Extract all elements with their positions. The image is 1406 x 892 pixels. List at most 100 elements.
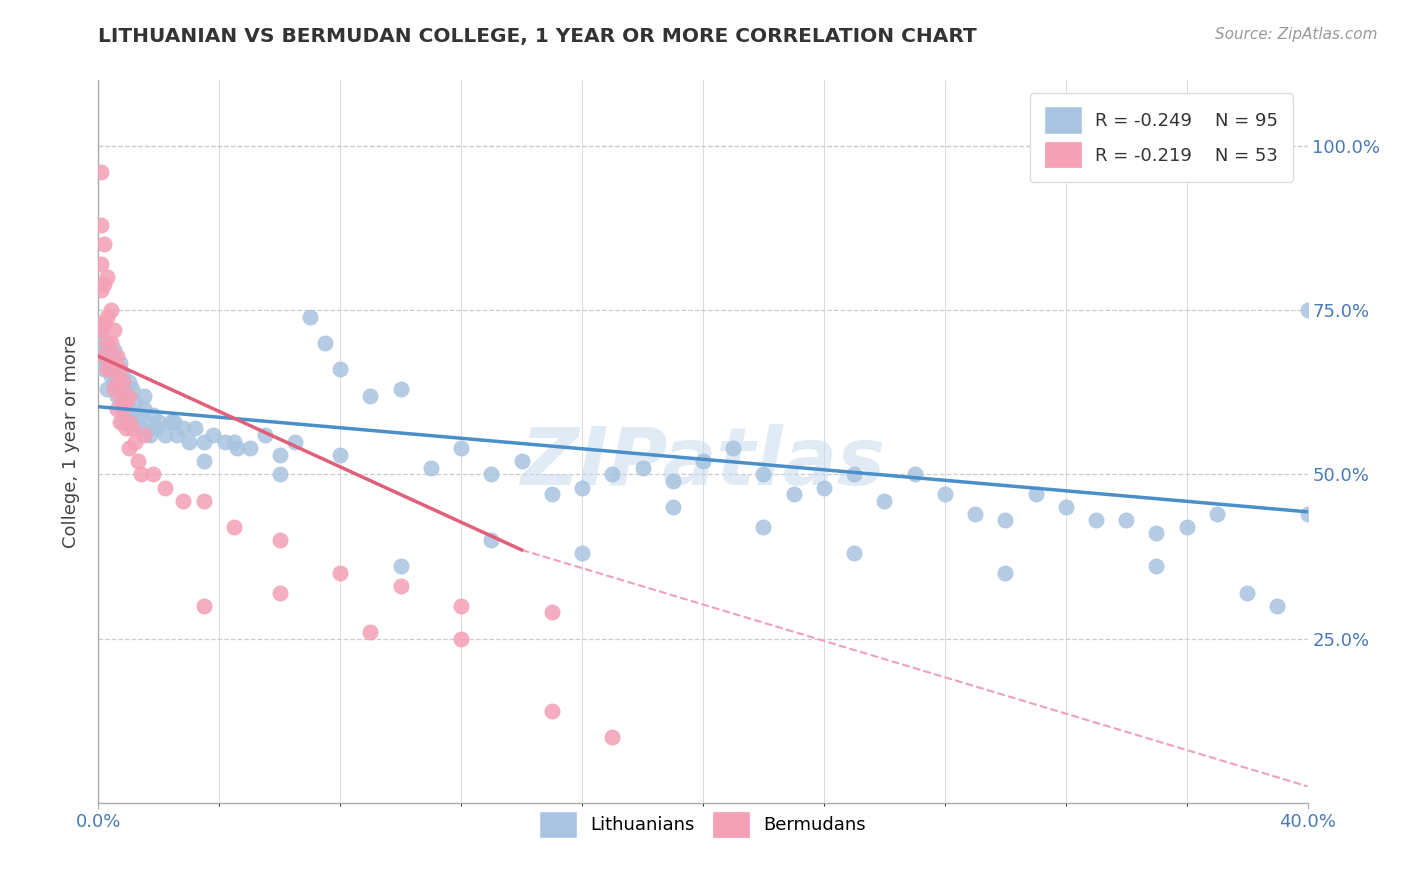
- Point: [108, 382, 131, 396]
- Point: [360, 388, 382, 402]
- Point: [661, 500, 683, 515]
- Point: [1236, 585, 1258, 599]
- Point: [105, 362, 128, 376]
- Point: [163, 415, 186, 429]
- Point: [481, 533, 503, 547]
- Point: [111, 395, 134, 409]
- Point: [148, 415, 170, 429]
- Point: [153, 481, 176, 495]
- Point: [179, 434, 201, 449]
- Point: [118, 441, 141, 455]
- Point: [450, 441, 472, 455]
- Point: [329, 362, 352, 376]
- Point: [121, 409, 143, 423]
- Point: [1267, 599, 1289, 613]
- Text: LITHUANIAN VS BERMUDAN COLLEGE, 1 YEAR OR MORE CORRELATION CHART: LITHUANIAN VS BERMUDAN COLLEGE, 1 YEAR O…: [98, 27, 977, 45]
- Point: [90, 218, 112, 232]
- Point: [214, 434, 236, 449]
- Point: [934, 487, 956, 501]
- Point: [108, 415, 131, 429]
- Point: [844, 546, 866, 560]
- Point: [1175, 520, 1198, 534]
- Point: [723, 441, 745, 455]
- Point: [172, 421, 194, 435]
- Point: [118, 376, 141, 390]
- Point: [135, 415, 157, 429]
- Point: [329, 448, 352, 462]
- Point: [239, 441, 262, 455]
- Point: [132, 428, 155, 442]
- Point: [105, 388, 128, 402]
- Point: [602, 730, 624, 744]
- Point: [450, 632, 472, 646]
- Point: [100, 349, 122, 363]
- Point: [224, 520, 246, 534]
- Text: ZIPatlas: ZIPatlas: [520, 425, 886, 502]
- Point: [118, 401, 141, 416]
- Point: [193, 434, 215, 449]
- Point: [96, 356, 118, 370]
- Point: [103, 382, 125, 396]
- Point: [90, 284, 112, 298]
- Point: [121, 382, 143, 396]
- Point: [284, 434, 307, 449]
- Point: [269, 448, 291, 462]
- Point: [314, 336, 336, 351]
- Point: [129, 467, 152, 482]
- Point: [124, 395, 146, 409]
- Point: [510, 454, 533, 468]
- Point: [389, 559, 412, 574]
- Point: [145, 421, 167, 435]
- Point: [142, 467, 165, 482]
- Y-axis label: College, 1 year or more: College, 1 year or more: [62, 335, 80, 548]
- Point: [103, 343, 125, 357]
- Point: [90, 323, 112, 337]
- Point: [202, 428, 225, 442]
- Point: [96, 270, 118, 285]
- Point: [142, 409, 165, 423]
- Point: [111, 376, 134, 390]
- Point: [108, 356, 131, 370]
- Point: [114, 395, 136, 409]
- Point: [904, 467, 927, 482]
- Point: [844, 467, 866, 482]
- Point: [481, 467, 503, 482]
- Point: [661, 474, 683, 488]
- Point: [96, 336, 118, 351]
- Point: [108, 388, 131, 402]
- Point: [873, 493, 896, 508]
- Point: [93, 316, 115, 330]
- Point: [184, 421, 207, 435]
- Point: [114, 388, 136, 402]
- Point: [166, 428, 188, 442]
- Point: [100, 368, 122, 383]
- Point: [450, 599, 472, 613]
- Point: [100, 303, 122, 318]
- Point: [965, 507, 987, 521]
- Legend: Lithuanians, Bermudans: Lithuanians, Bermudans: [533, 805, 873, 845]
- Point: [224, 434, 246, 449]
- Point: [96, 382, 118, 396]
- Point: [100, 336, 122, 351]
- Point: [420, 460, 443, 475]
- Point: [360, 625, 382, 640]
- Point: [226, 441, 249, 455]
- Point: [389, 382, 412, 396]
- Point: [269, 533, 291, 547]
- Point: [253, 428, 276, 442]
- Point: [93, 336, 115, 351]
- Point: [93, 277, 115, 291]
- Point: [100, 362, 122, 376]
- Point: [127, 454, 149, 468]
- Point: [692, 454, 714, 468]
- Point: [540, 704, 562, 718]
- Text: Source: ZipAtlas.com: Source: ZipAtlas.com: [1215, 27, 1378, 42]
- Point: [1206, 507, 1229, 521]
- Point: [132, 388, 155, 402]
- Point: [103, 356, 125, 370]
- Point: [96, 310, 118, 324]
- Point: [93, 237, 115, 252]
- Point: [1085, 513, 1108, 527]
- Point: [105, 376, 128, 390]
- Point: [540, 487, 562, 501]
